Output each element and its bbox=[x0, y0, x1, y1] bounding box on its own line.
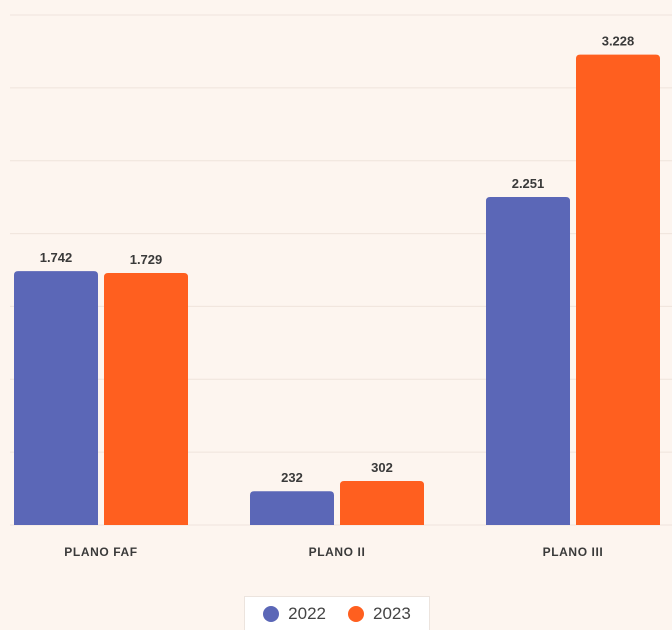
bar-2022-1[interactable] bbox=[250, 491, 334, 525]
data-label-2023-0: 1.729 bbox=[130, 252, 163, 267]
data-label-2023-2: 3.228 bbox=[602, 34, 635, 49]
bar-chart: 1.742 1.729 PLANO FAF 232 302 PLANO II 2.251 3.… bbox=[10, 14, 672, 559]
bar-2023-0[interactable] bbox=[104, 273, 188, 525]
category-label-2: PLANO III bbox=[543, 545, 604, 559]
legend-label-2022: 2022 bbox=[288, 603, 326, 623]
data-label-2022-1: 232 bbox=[281, 470, 303, 485]
legend-label-2023: 2023 bbox=[373, 603, 411, 623]
data-label-2023-1: 302 bbox=[371, 460, 393, 475]
bar-2022-2[interactable] bbox=[486, 196, 570, 526]
legend-swatch-2022 bbox=[263, 605, 280, 622]
data-label-2022-0: 1.742 bbox=[40, 250, 73, 265]
legend-swatch-2023 bbox=[348, 605, 364, 622]
bar-2023-2[interactable] bbox=[576, 54, 660, 526]
data-label-2022-2: 2.251 bbox=[512, 176, 545, 191]
legend: 2022 2023 bbox=[244, 596, 430, 630]
category-label-1: PLANO II bbox=[309, 545, 366, 559]
legend-item-2023[interactable]: 2023 bbox=[348, 604, 411, 624]
bar-2022-0[interactable] bbox=[14, 271, 98, 525]
category-label-0: PLANO FAF bbox=[64, 545, 137, 559]
bar-2023-1[interactable] bbox=[340, 480, 424, 525]
legend-item-2022[interactable]: 2022 bbox=[263, 604, 326, 624]
